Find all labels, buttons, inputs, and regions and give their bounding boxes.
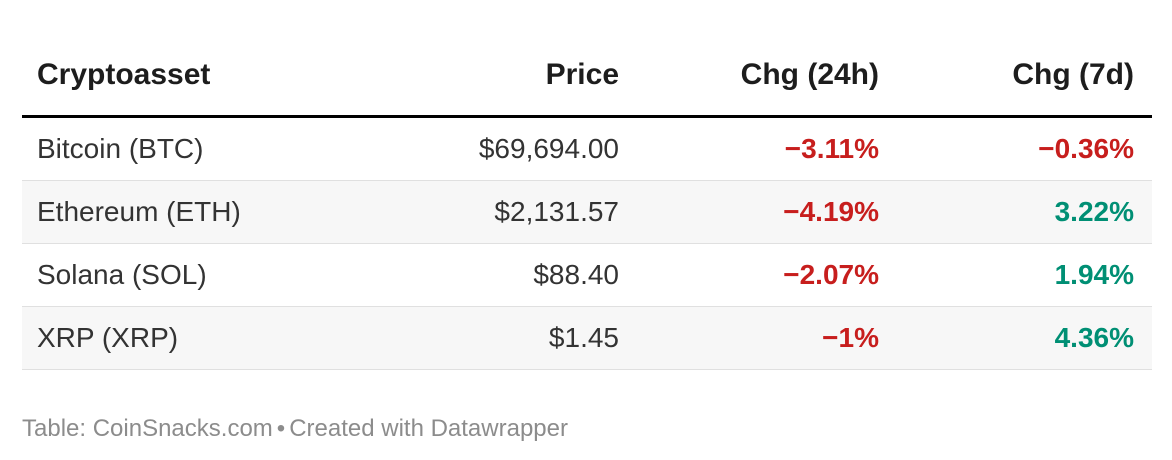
source-attribution: Table: CoinSnacks.com	[22, 415, 273, 442]
table-footer: Table: CoinSnacks.com • Created with Dataw…	[22, 414, 1152, 443]
cell-chg-7d: 3.22%	[897, 180, 1152, 244]
cell-chg-24h: −3.11%	[637, 116, 897, 181]
table-row-ethereum: Ethereum (ETH) $2,131.57 −4.19% 3.22%	[22, 180, 1152, 244]
header-row: Cryptoasset Price Chg (24h) Chg (7d)	[22, 57, 1152, 118]
cell-chg-7d: 4.36%	[897, 306, 1152, 370]
crypto-table-widget: Cryptoasset Price Chg (24h) Chg (7d) Bit…	[22, 57, 1152, 370]
column-header-price: Price	[357, 57, 637, 118]
cell-price: $88.40	[357, 243, 637, 307]
table-row-xrp: XRP (XRP) $1.45 −1% 4.36%	[22, 306, 1152, 370]
table-row-bitcoin: Bitcoin (BTC) $69,694.00 −3.11% −0.36%	[22, 116, 1152, 181]
column-header-chg-7d: Chg (7d)	[897, 57, 1152, 118]
cell-price: $2,131.57	[357, 180, 637, 244]
cell-chg-24h: −2.07%	[637, 243, 897, 307]
cell-chg-7d: 1.94%	[897, 243, 1152, 307]
footer-separator: •	[276, 415, 286, 442]
cell-price: $69,694.00	[357, 116, 637, 181]
column-header-cryptoasset: Cryptoasset	[22, 57, 357, 118]
datawrapper-attribution-link[interactable]: Created with Datawrapper	[289, 415, 568, 442]
cell-chg-7d: −0.36%	[897, 116, 1152, 181]
cell-chg-24h: −1%	[637, 306, 897, 370]
cell-asset-name: Bitcoin (BTC)	[22, 116, 357, 181]
cell-chg-24h: −4.19%	[637, 180, 897, 244]
table-body: Bitcoin (BTC) $69,694.00 −3.11% −0.36% E…	[22, 116, 1152, 370]
column-header-chg-24h: Chg (24h)	[637, 57, 897, 118]
cell-asset-name: Solana (SOL)	[22, 243, 357, 307]
cell-asset-name: Ethereum (ETH)	[22, 180, 357, 244]
cell-asset-name: XRP (XRP)	[22, 306, 357, 370]
table-row-solana: Solana (SOL) $88.40 −2.07% 1.94%	[22, 243, 1152, 307]
cell-price: $1.45	[357, 306, 637, 370]
table-header: Cryptoasset Price Chg (24h) Chg (7d)	[22, 57, 1152, 118]
crypto-price-table: Cryptoasset Price Chg (24h) Chg (7d) Bit…	[22, 57, 1152, 370]
